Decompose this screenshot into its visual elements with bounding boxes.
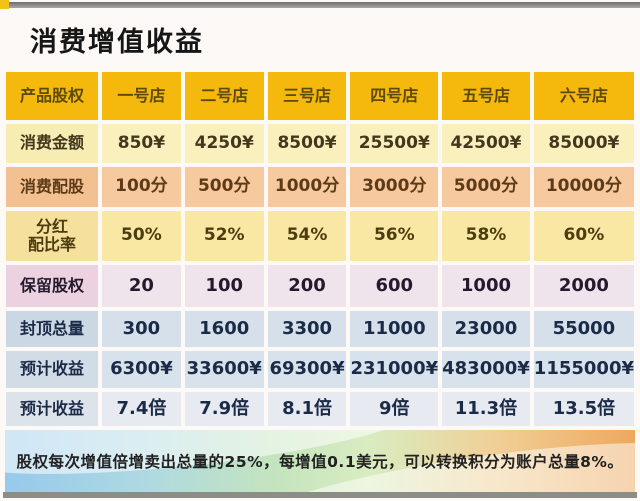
table-cell: 52%	[184, 211, 264, 261]
table-cell: 23000	[442, 311, 530, 347]
table-cell: 8500¥	[267, 124, 347, 163]
table-cell: 500分	[184, 167, 264, 207]
row-label-consumption-shares: 消费配股	[6, 167, 98, 207]
table-cell: 11000	[350, 311, 439, 347]
table-cell: 33600¥	[184, 351, 264, 388]
window-top-strip	[0, 2, 640, 8]
column-header-store-1: 一号店	[102, 72, 181, 120]
table-cell: 8.1倍	[267, 392, 347, 426]
table-cell: 300	[102, 311, 181, 347]
table-cell: 20	[102, 265, 181, 307]
column-header-product-equity: 产品股权	[6, 72, 98, 120]
table-cell: 11.3倍	[442, 392, 530, 426]
table-cell: 10000分	[533, 167, 634, 207]
table-cell: 60%	[533, 211, 634, 261]
table-cell: 50%	[102, 211, 181, 261]
row-label-cap-total: 封顶总量	[6, 311, 98, 347]
column-header-store-2: 二号店	[184, 72, 264, 120]
benefits-table: 产品股权 一号店 二号店 三号店 四号店 五号店 六号店 消费金额 850¥ 4…	[6, 72, 634, 426]
column-header-store-5: 五号店	[442, 72, 530, 120]
table-cell: 1600	[184, 311, 264, 347]
row-label-expected-income-multiple: 预计收益	[6, 392, 98, 426]
table-cell: 56%	[350, 211, 439, 261]
row-label-consumption-amount: 消费金额	[6, 124, 98, 163]
table-cell: 2000	[533, 265, 634, 307]
table-cell: 58%	[442, 211, 530, 261]
table-cell: 54%	[267, 211, 347, 261]
table-cell: 100分	[102, 167, 181, 207]
table-cell: 13.5倍	[533, 392, 634, 426]
table-cell: 3300	[267, 311, 347, 347]
table-cell: 1000	[442, 265, 530, 307]
window-corner-accent	[0, 0, 9, 9]
table-cell: 850¥	[102, 124, 181, 163]
table-cell: 5000分	[442, 167, 530, 207]
table-cell: 7.4倍	[102, 392, 181, 426]
column-header-store-6: 六号店	[533, 72, 634, 120]
table-cell: 69300¥	[267, 351, 347, 388]
table-cell: 231000¥	[350, 351, 439, 388]
table-cell: 100	[184, 265, 264, 307]
table-cell: 1155000¥	[533, 351, 634, 388]
column-header-store-3: 三号店	[267, 72, 347, 120]
table-cell: 25500¥	[350, 124, 439, 163]
row-label-retained-equity: 保留股权	[6, 265, 98, 307]
table-cell: 6300¥	[102, 351, 181, 388]
table-cell: 85000¥	[533, 124, 634, 163]
table-cell: 7.9倍	[184, 392, 264, 426]
table-cell: 4250¥	[184, 124, 264, 163]
row-label-expected-income-amount: 预计收益	[6, 351, 98, 388]
page-title: 消费增值收益	[30, 27, 204, 58]
table-cell: 3000分	[350, 167, 439, 207]
table-cell: 1000分	[267, 167, 347, 207]
table-cell: 9倍	[350, 392, 439, 426]
row-label-dividend-ratio: 分红 配比率	[6, 211, 98, 261]
table-cell: 55000	[533, 311, 634, 347]
table-cell: 200	[267, 265, 347, 307]
column-header-store-4: 四号店	[350, 72, 439, 120]
window-bottom-strip	[3, 492, 637, 498]
footer-note: 股权每次增值倍增卖出总量的25%，每增值0.1美元，可以转换积分为账户总量8%。	[16, 453, 624, 471]
table-cell: 600	[350, 265, 439, 307]
footer-banner: 股权每次增值倍增卖出总量的25%，每增值0.1美元，可以转换积分为账户总量8%。	[5, 430, 635, 492]
table-cell: 42500¥	[442, 124, 530, 163]
table-cell: 483000¥	[442, 351, 530, 388]
